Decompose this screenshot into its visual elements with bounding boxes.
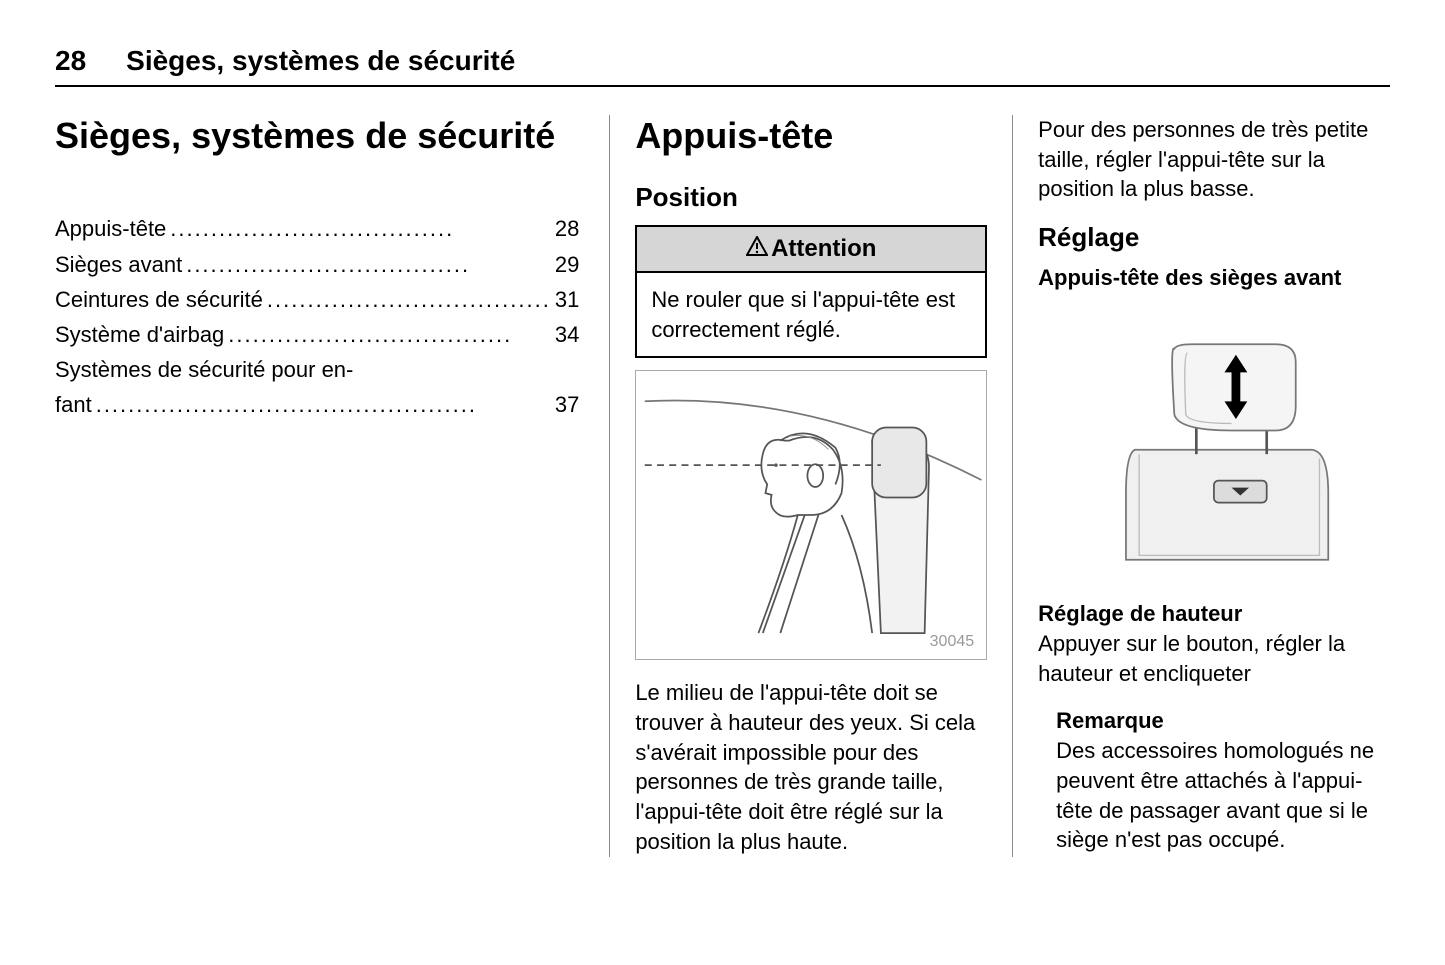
toc-item-wrapped: Systèmes de sécurité pour en- fant .....… xyxy=(55,352,579,422)
figure-headrest-position: 30045 xyxy=(635,370,987,660)
col3-intro: Pour des personnes de très petite taille… xyxy=(1038,115,1390,204)
column-2: Appuis-tête Position Attention Ne rouler… xyxy=(609,115,1013,857)
toc-page: 29 xyxy=(555,247,579,282)
col2-heading: Appuis-tête xyxy=(635,115,987,157)
toc-dots: ................................... xyxy=(263,282,555,317)
columns-wrapper: Sièges, systèmes de sécurité Appuis-tête… xyxy=(55,115,1390,857)
toc-dots: ................................... xyxy=(166,211,555,246)
header-title: Sièges, systèmes de sécurité xyxy=(126,45,515,77)
toc-page: 37 xyxy=(555,387,579,422)
toc-page: 31 xyxy=(555,282,579,317)
col2-subheading: Position xyxy=(635,182,987,213)
height-adjust-text: Appuyer sur le bouton, régler la hauteur… xyxy=(1038,629,1390,688)
top-divider xyxy=(55,85,1390,87)
headrest-adjust-illustration xyxy=(1038,301,1390,581)
toc-item: Sièges avant ...........................… xyxy=(55,247,579,282)
figure-headrest-adjust xyxy=(1038,301,1390,581)
height-adjust-title: Réglage de hauteur xyxy=(1038,601,1390,627)
col1-heading: Sièges, systèmes de sécurité xyxy=(55,115,579,156)
toc-label: Ceintures de sécurité xyxy=(55,282,263,317)
toc-item: Ceintures de sécurité ..................… xyxy=(55,282,579,317)
toc-page: 34 xyxy=(555,317,579,352)
toc-item: Système d'airbag .......................… xyxy=(55,317,579,352)
col3-heading: Réglage xyxy=(1038,222,1390,253)
toc-label: Appuis-tête xyxy=(55,211,166,246)
column-1: Sièges, systèmes de sécurité Appuis-tête… xyxy=(55,115,609,857)
attention-label: Attention xyxy=(771,235,876,263)
remark-text: Des accessoires homologués ne peuvent êt… xyxy=(1056,736,1390,855)
remark-block: Remarque Des accessoires homologués ne p… xyxy=(1038,706,1390,854)
col3-subheading: Appuis-tête des sièges avant xyxy=(1038,265,1390,291)
attention-header: Attention xyxy=(637,227,985,273)
toc-label-cont: fant xyxy=(55,387,92,422)
toc-label: Sièges avant xyxy=(55,247,182,282)
attention-box: Attention Ne rouler que si l'appui-tête … xyxy=(635,225,987,358)
page-number: 28 xyxy=(55,45,86,77)
page-header: 28 Sièges, systèmes de sécurité xyxy=(55,45,1390,77)
column-3: Pour des personnes de très petite taille… xyxy=(1013,115,1390,857)
remark-title: Remarque xyxy=(1056,706,1390,736)
toc-page: 28 xyxy=(555,211,579,246)
toc-item: Appuis-tête ............................… xyxy=(55,211,579,246)
headrest-position-illustration xyxy=(636,371,986,659)
toc-label: Système d'airbag xyxy=(55,317,224,352)
attention-body: Ne rouler que si l'appui-tête est correc… xyxy=(637,273,985,356)
toc-dots: ................................... xyxy=(182,247,555,282)
col2-body-text: Le milieu de l'appui-tête doit se trouve… xyxy=(635,678,987,856)
toc-label: Systèmes de sécurité pour en- xyxy=(55,357,353,382)
warning-triangle-icon xyxy=(746,235,768,263)
page-container: 28 Sièges, systèmes de sécurité Sièges, … xyxy=(0,0,1445,965)
figure-number: 30045 xyxy=(930,633,975,651)
toc-dots: ................................... xyxy=(224,317,555,352)
toc-dots: ........................................… xyxy=(92,387,555,422)
